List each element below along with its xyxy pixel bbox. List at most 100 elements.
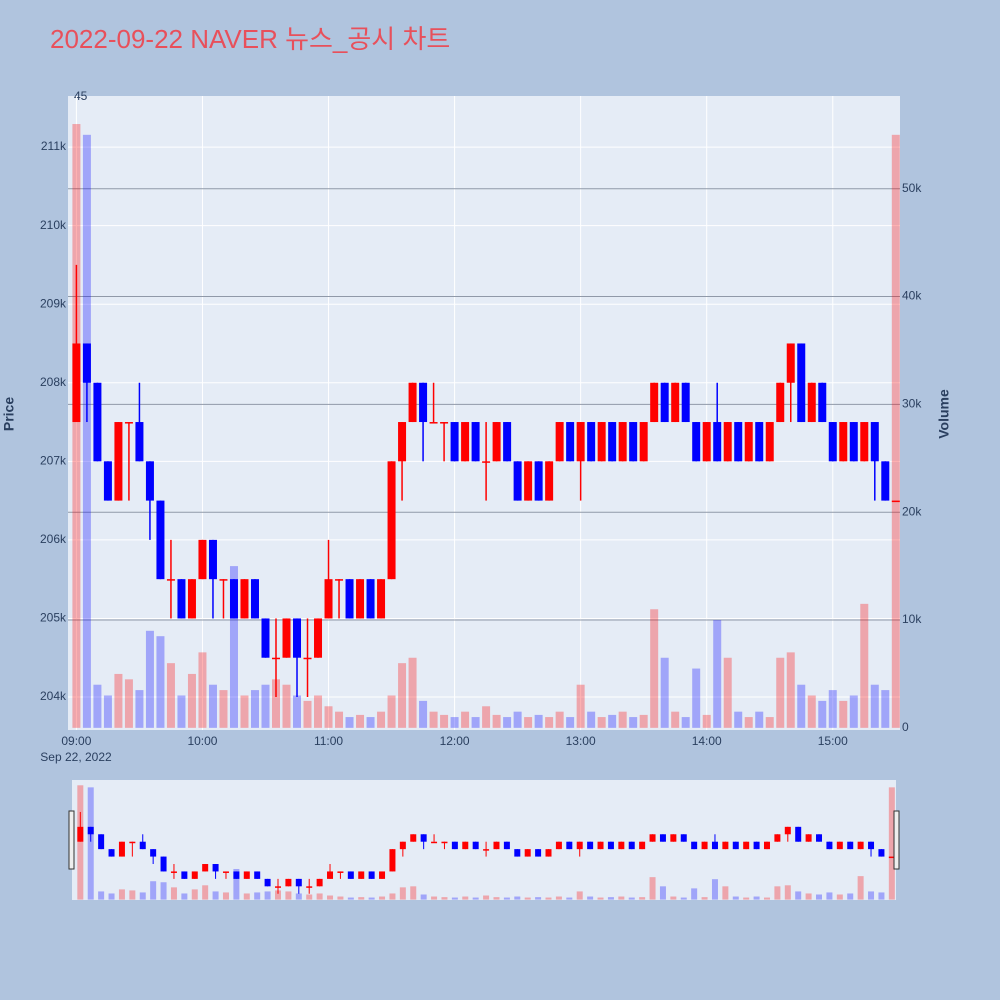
volume-bar	[327, 895, 334, 900]
range-handle[interactable]	[893, 810, 900, 870]
candle-body	[399, 841, 406, 850]
y2-tick-label: 10k	[902, 612, 922, 626]
volume-bar	[524, 897, 531, 900]
candle-body	[659, 834, 666, 842]
candle-body	[587, 841, 594, 850]
volume-bar	[818, 700, 827, 728]
candle-body	[429, 422, 438, 424]
volume-bar	[639, 714, 648, 728]
volume-bar	[108, 893, 115, 900]
volume-bar	[306, 894, 313, 900]
volume-bar	[135, 690, 144, 728]
y-tick-label: 211k	[41, 139, 67, 153]
candle-body	[118, 841, 125, 857]
candle-body	[776, 382, 785, 423]
candle-body	[774, 834, 781, 842]
candle-body	[389, 849, 396, 872]
volume-bar	[275, 890, 281, 900]
candle-body	[461, 422, 470, 462]
volume-bar	[139, 892, 146, 900]
volume-bar	[98, 891, 105, 900]
volume-bar	[650, 609, 659, 728]
candle-body	[545, 461, 554, 501]
candle-body	[503, 422, 512, 462]
volume-bar	[587, 711, 596, 728]
candle-body	[870, 422, 879, 462]
candle-body	[713, 422, 722, 462]
candle-body	[744, 422, 753, 462]
volume-bar	[765, 717, 774, 728]
candle-body	[797, 343, 806, 423]
y-tick-label: 205k	[40, 611, 67, 625]
volume-bar	[555, 711, 564, 728]
x-tick-label: 09:00	[61, 734, 91, 748]
candle-body	[219, 579, 228, 581]
volume-bar	[440, 714, 449, 728]
volume-bar	[451, 897, 458, 900]
candle-body	[327, 871, 334, 879]
volume-bar	[628, 897, 635, 900]
volume-bar	[723, 657, 732, 728]
candle-body	[524, 461, 533, 501]
volume-bar	[450, 717, 459, 728]
candle-body	[108, 849, 115, 857]
candle-body	[828, 422, 837, 462]
candle-body	[681, 382, 690, 423]
candle-body	[753, 841, 760, 850]
y2-tick-label: 40k	[902, 289, 922, 303]
volume-bar	[77, 785, 84, 900]
volume-bar	[335, 711, 344, 728]
volume-bar	[660, 657, 669, 728]
volume-bar	[503, 897, 510, 900]
volume-bar	[177, 695, 186, 728]
volume-bar	[150, 881, 157, 900]
candle-body	[471, 422, 480, 462]
volume-bar	[233, 868, 240, 900]
volume-bar	[254, 892, 261, 900]
chart-title: 2022-09-22 NAVER 뉴스_공시 차트	[50, 24, 450, 54]
candle-body	[587, 422, 596, 462]
candle-body	[198, 539, 207, 580]
range-slider[interactable]	[72, 780, 896, 900]
x-tick-label: 15:00	[818, 734, 848, 748]
volume-bar	[534, 714, 543, 728]
candle-body	[285, 878, 292, 887]
volume-bar	[784, 885, 791, 900]
y-tick-label: 208k	[40, 375, 67, 389]
volume-bar	[261, 684, 270, 728]
volume-bar	[345, 717, 354, 728]
volume-bar	[387, 695, 396, 728]
candle-body	[82, 343, 91, 383]
plot-area	[68, 96, 900, 730]
volume-bar	[607, 897, 614, 900]
volume-bar	[160, 882, 167, 900]
volume-bar	[181, 893, 188, 900]
volume-bar	[870, 684, 879, 728]
volume-bar	[462, 896, 469, 900]
volume-bar	[597, 717, 606, 728]
volume-bar	[576, 891, 583, 900]
candle-body	[649, 834, 656, 842]
candle-body	[72, 343, 81, 423]
volume-bar	[202, 885, 209, 900]
candle-body	[807, 382, 816, 423]
volume-bar	[513, 711, 522, 728]
volume-bar	[358, 897, 365, 900]
candle-body	[607, 841, 614, 850]
candle-body	[839, 422, 848, 462]
volume-bar	[608, 714, 617, 728]
candle-body	[135, 422, 144, 462]
candle-body	[566, 841, 573, 850]
range-handle[interactable]	[68, 810, 75, 870]
volume-bar	[701, 897, 708, 900]
candle-body	[701, 841, 708, 850]
candle-body	[129, 841, 136, 844]
volume-bar	[795, 891, 802, 900]
candle-body	[303, 657, 312, 660]
candle-body	[639, 422, 648, 462]
volume-bar	[702, 714, 711, 728]
volume-bar	[191, 889, 198, 900]
volume-bar	[293, 695, 302, 728]
candle-body	[160, 856, 167, 872]
candle-body	[597, 422, 606, 462]
